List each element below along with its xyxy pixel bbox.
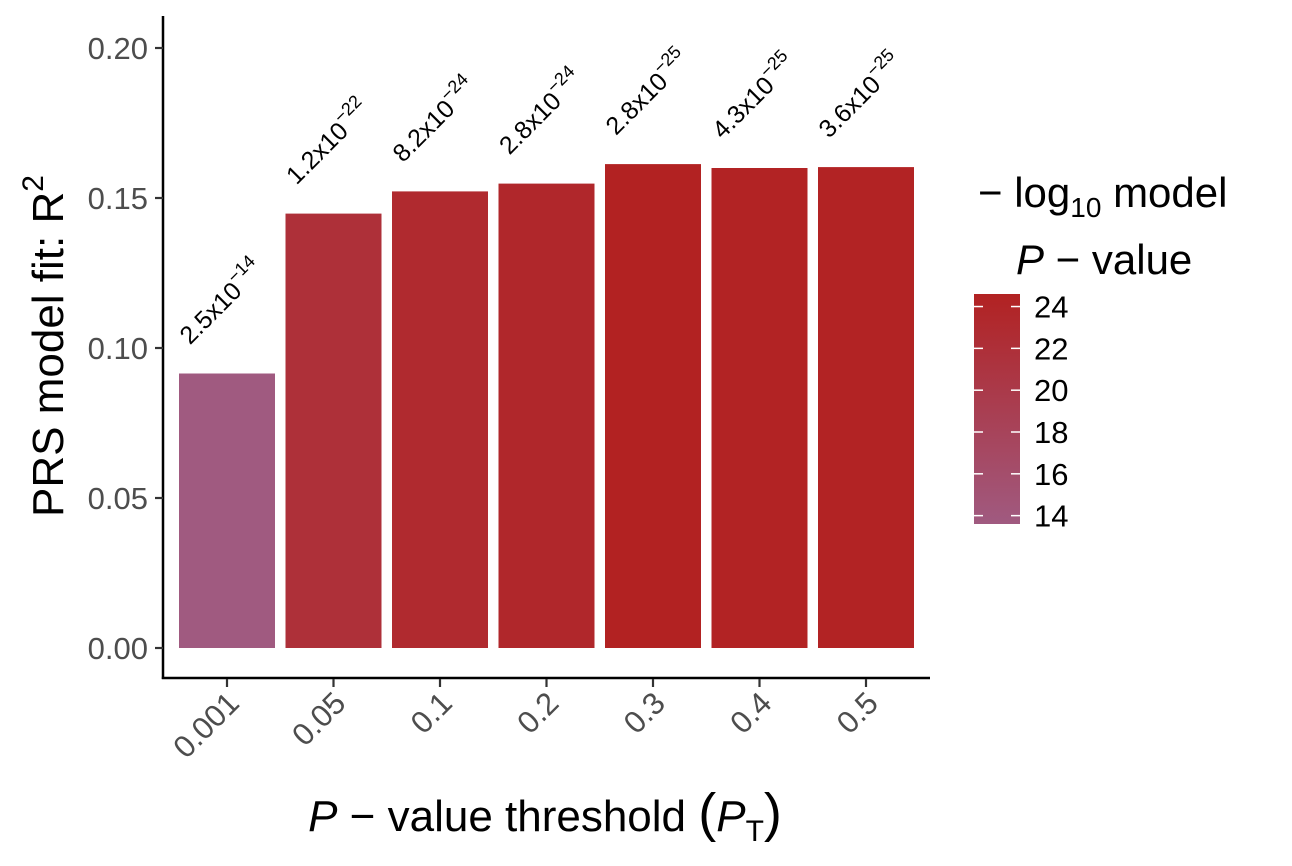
bar-0.5	[818, 167, 914, 648]
x-axis-title-open-paren: (	[698, 783, 716, 843]
bar-0.001	[179, 373, 275, 648]
bar-pvalue-label: 2.8x10−25	[596, 42, 695, 141]
x-tick-label: 0.5	[830, 685, 885, 740]
x-tick-label: 0.001	[166, 685, 246, 765]
bar-pvalue-label: 2.8x10−24	[490, 61, 589, 160]
bar-pvalue-mantissa: 4.3x10	[707, 71, 780, 144]
bar-pvalue-label: 1.2x10−22	[277, 91, 376, 190]
y-tick-label: 0.10	[88, 331, 148, 366]
legend-tick-label: 14	[1034, 499, 1068, 534]
legend-title-p: P	[1016, 236, 1044, 283]
x-axis-title: P − value threshold (PT)	[308, 783, 782, 848]
x-axis-title-p: P	[308, 792, 338, 841]
x-axis-ticks: 0.001 0.05 0.1 0.2 0.3 0.4 0.5	[166, 679, 885, 765]
legend-title-log-subscript: 10	[1070, 192, 1101, 223]
legend-tick-label: 22	[1034, 331, 1068, 366]
legend: − log10 model P − value 24 22 20 18 16 14	[974, 169, 1227, 534]
y-axis-ticks: 0.00 0.05 0.10 0.15 0.20	[88, 31, 163, 666]
legend-tick-label: 18	[1034, 415, 1068, 450]
bar-pvalue-mantissa: 1.2x10	[281, 117, 354, 190]
y-tick-label: 0.05	[88, 481, 148, 516]
x-tick-label: 0.4	[723, 685, 778, 740]
legend-colorbar	[974, 294, 1020, 524]
legend-title-line1: − log10 model	[978, 169, 1227, 223]
y-tick-label: 0.00	[88, 631, 148, 666]
x-tick-label: 0.1	[404, 685, 459, 740]
x-tick-label: 0.3	[617, 685, 672, 740]
legend-ticks: 24 22 20 18 16 14	[974, 290, 1068, 534]
bar-0.4	[711, 168, 808, 648]
bar-pvalue-label: 3.6x10−25	[809, 45, 908, 144]
bar-pvalue-mantissa: 3.6x10	[813, 70, 886, 143]
x-tick-label: 0.05	[285, 685, 352, 752]
x-axis-title-sub-var: P	[716, 792, 746, 841]
bar-pvalue-label: 2.5x10−14	[170, 251, 269, 350]
legend-title-model: model	[1101, 169, 1227, 216]
x-tick-label: 0.2	[510, 685, 565, 740]
y-tick-label: 0.20	[88, 31, 148, 66]
legend-tick-label: 24	[1034, 290, 1068, 325]
bar-0.2	[498, 183, 595, 648]
bar-pvalue-label: 8.2x10−24	[383, 69, 482, 168]
bar-pvalue-mantissa: 2.8x10	[494, 87, 567, 160]
bar-0.3	[605, 164, 701, 648]
x-axis-title-close-paren: )	[764, 783, 782, 843]
bar-0.05	[285, 213, 382, 648]
bar-0.1	[392, 191, 488, 648]
bar-pvalue-mantissa: 8.2x10	[387, 95, 460, 168]
y-tick-label: 0.15	[88, 181, 148, 216]
y-axis-title-superscript: 2	[17, 175, 50, 192]
bar-pvalue-mantissa: 2.8x10	[600, 67, 673, 140]
x-axis-title-text: − value threshold	[337, 792, 698, 841]
bars	[179, 164, 914, 648]
legend-title-value: − value	[1044, 236, 1192, 283]
legend-title-log: − log	[978, 169, 1070, 216]
legend-title-line2: P − value	[1016, 236, 1192, 283]
y-axis-title-text: PRS model fit: R	[24, 192, 73, 517]
bar-pvalue-label: 4.3x10−25	[703, 46, 802, 145]
legend-tick-label: 20	[1034, 373, 1068, 408]
x-axis-title-subscript: T	[746, 815, 764, 848]
y-axis-title: PRS model fit: R2	[17, 175, 73, 517]
legend-tick-label: 16	[1034, 457, 1068, 492]
bar-pvalue-mantissa: 2.5x10	[174, 277, 247, 350]
